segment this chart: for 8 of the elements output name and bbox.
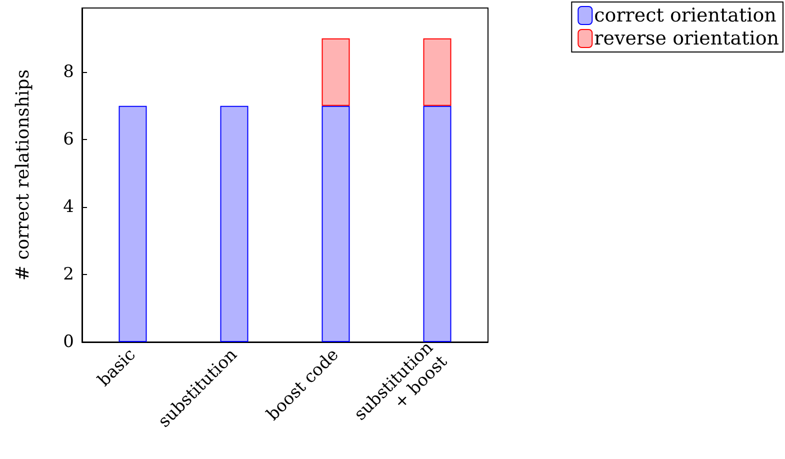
y-axis-title: # correct relationships xyxy=(12,69,34,281)
y-tick-label: 2 xyxy=(63,264,74,285)
y-tick-label: 0 xyxy=(63,332,74,352)
y-tick-label: 4 xyxy=(63,197,74,218)
y-tick-label: 8 xyxy=(63,62,74,82)
y-tick-label: 6 xyxy=(63,130,74,150)
legend-label: correct orientation xyxy=(594,4,776,26)
legend-label: reverse orientation xyxy=(594,28,780,50)
